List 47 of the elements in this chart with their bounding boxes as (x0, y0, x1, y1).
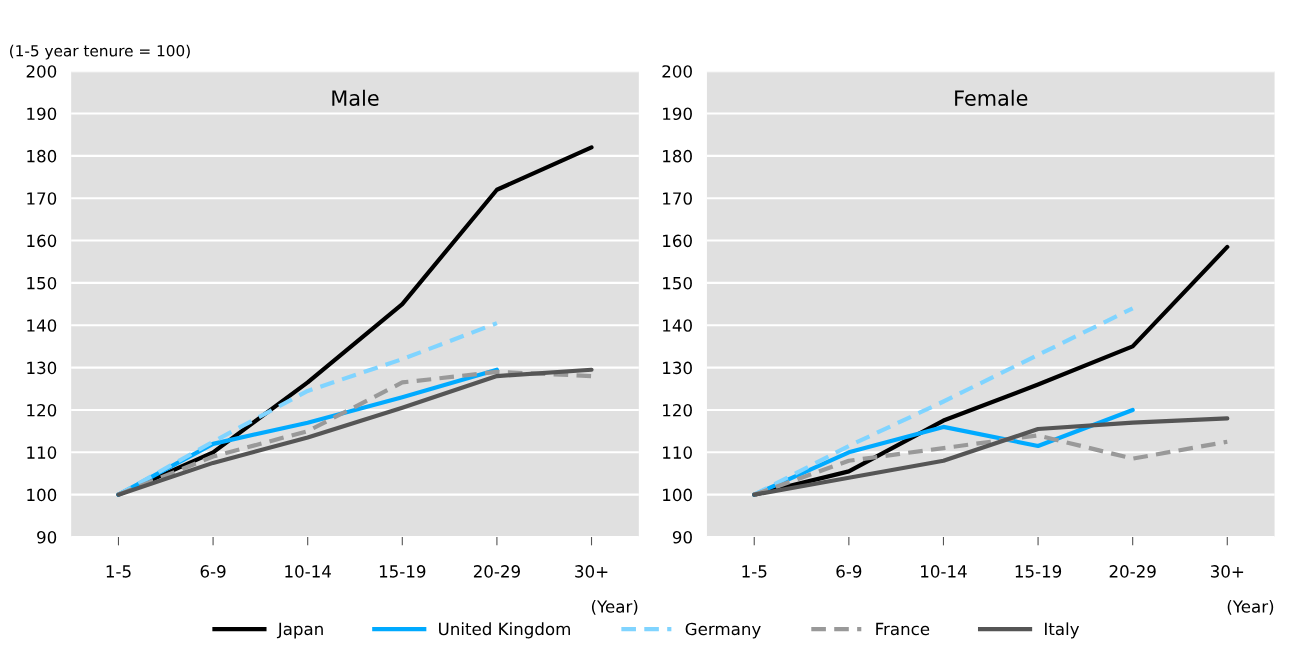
x-tick-label: 1-5 (742, 565, 767, 578)
y-tick-label: 90 (37, 530, 57, 544)
x-tick-label: 10-14 (921, 565, 967, 578)
x-tick-label: 30+ (575, 565, 608, 578)
y-tick-label: 180 (663, 149, 692, 163)
y-tick-label: 180 (27, 149, 57, 163)
x-tick-label: 15-19 (379, 565, 426, 578)
x-tick-label: 30+ (1210, 565, 1244, 578)
y-tick-label: 150 (663, 276, 692, 290)
y-tick-label: 120 (27, 403, 57, 417)
y-tick-label: 110 (663, 446, 692, 459)
y-tick-label: 100 (27, 488, 57, 502)
y-tick-label: 90 (672, 530, 692, 544)
y-tick-label: 150 (27, 276, 57, 290)
x-axis-title: (Year) (591, 599, 638, 615)
y-tick-label: 160 (27, 234, 57, 248)
y-tick-label: 190 (27, 107, 57, 121)
x-tick-label: 10-14 (285, 565, 331, 578)
y-axis-title: (1-5 year tenure = 100) (10, 44, 190, 60)
legend-label: France (876, 622, 930, 636)
legend-label: Germany (685, 622, 761, 639)
line-series (752, 416, 1230, 497)
x-axis-title: (Year) (1227, 599, 1274, 615)
legend-label: United Kingdom (439, 622, 570, 639)
x-tick-label: 15-19 (1015, 565, 1062, 578)
y-tick-label: 160 (663, 234, 692, 248)
y-tick-label: 170 (27, 192, 57, 205)
y-tick-label: 130 (663, 361, 692, 375)
y-tick-label: 110 (27, 446, 57, 459)
legend-label: Italy (1045, 622, 1080, 639)
y-tick-label: 120 (663, 403, 692, 417)
y-tick-label: 190 (663, 107, 692, 121)
x-tick-label: 1-5 (106, 565, 131, 578)
text: Female (955, 89, 1028, 106)
x-tick-label: 6-9 (836, 565, 862, 578)
y-tick-label: 200 (26, 65, 57, 78)
y-tick-label: 100 (663, 488, 692, 502)
y-tick-label: 200 (662, 65, 692, 78)
x-tick-label: 20-29 (473, 565, 520, 578)
y-tick-label: 170 (663, 192, 692, 205)
text: Male (332, 89, 379, 106)
legend-label: Japan (276, 622, 323, 639)
x-tick-label: 6-9 (200, 565, 226, 578)
y-tick-label: 130 (27, 361, 57, 375)
y-tick-label: 140 (663, 319, 692, 332)
y-tick-label: 140 (27, 319, 57, 332)
x-tick-label: 20-29 (1109, 565, 1156, 578)
